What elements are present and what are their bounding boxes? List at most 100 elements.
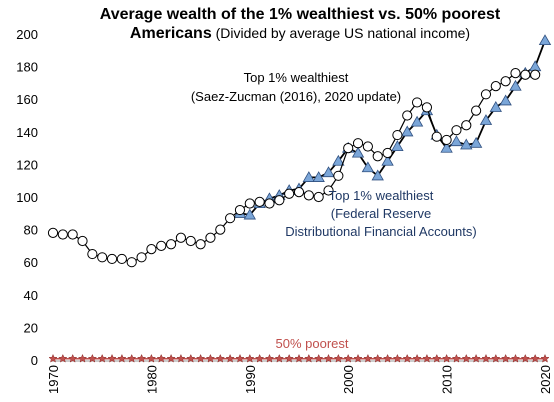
data-point-saez-zucman bbox=[480, 89, 492, 100]
data-point-saez-zucman bbox=[274, 195, 285, 206]
y-tick-label: 0 bbox=[31, 353, 38, 368]
data-point-saez-zucman bbox=[293, 187, 305, 198]
data-point-federal-reserve bbox=[302, 171, 316, 182]
y-tick-label: 160 bbox=[16, 92, 38, 107]
data-point-50-poorest bbox=[117, 353, 127, 363]
data-point-50-poorest bbox=[58, 353, 68, 363]
data-point-50-poorest bbox=[97, 353, 107, 363]
chart-title-line-2-normal: (Divided by average US national income) bbox=[212, 25, 470, 41]
series-label-50-poorest: 50% poorest bbox=[276, 336, 349, 351]
data-point-saez-zucman bbox=[185, 235, 196, 247]
x-tick-label: 2000 bbox=[341, 365, 356, 394]
data-point-50-poorest bbox=[205, 353, 216, 363]
data-point-saez-zucman bbox=[461, 120, 472, 131]
data-point-saez-zucman bbox=[106, 253, 118, 265]
data-point-saez-zucman bbox=[471, 105, 482, 116]
y-tick-label: 140 bbox=[16, 125, 38, 140]
data-point-50-poorest bbox=[68, 353, 78, 363]
data-point-50-poorest bbox=[412, 353, 422, 363]
data-point-50-poorest bbox=[186, 353, 196, 363]
data-point-saez-zucman bbox=[500, 76, 511, 87]
data-point-federal-reserve bbox=[489, 101, 502, 112]
x-tick-label: 2010 bbox=[440, 365, 455, 394]
series-label-saez-zucman: Top 1% wealthiest bbox=[244, 70, 349, 85]
data-point-saez-zucman bbox=[165, 239, 177, 250]
data-point-saez-zucman bbox=[490, 81, 501, 92]
data-point-50-poorest bbox=[441, 353, 452, 363]
x-tick-label: 1980 bbox=[144, 365, 159, 394]
data-point-50-poorest bbox=[136, 353, 147, 363]
chart-title-line-2: Americans (Divided by average US nationa… bbox=[130, 25, 470, 42]
data-point-saez-zucman bbox=[136, 252, 147, 263]
data-point-federal-reserve bbox=[479, 114, 493, 125]
data-point-saez-zucman bbox=[87, 248, 98, 260]
data-point-50-poorest bbox=[461, 353, 471, 363]
data-point-50-poorest bbox=[392, 353, 403, 363]
x-tick-label: 1970 bbox=[46, 365, 61, 394]
data-point-saez-zucman bbox=[47, 227, 59, 238]
data-point-saez-zucman bbox=[205, 232, 216, 243]
data-point-saez-zucman bbox=[77, 235, 88, 247]
data-point-saez-zucman bbox=[372, 151, 383, 162]
data-point-50-poorest bbox=[520, 353, 530, 363]
y-tick-label: 200 bbox=[16, 27, 38, 42]
data-point-federal-reserve bbox=[332, 154, 345, 166]
data-point-saez-zucman bbox=[195, 239, 206, 250]
data-point-saez-zucman bbox=[303, 190, 314, 201]
data-point-saez-zucman bbox=[215, 224, 226, 235]
data-point-saez-zucman bbox=[411, 97, 423, 108]
data-point-50-poorest bbox=[481, 353, 491, 363]
data-point-federal-reserve bbox=[361, 161, 375, 173]
y-tick-label: 80 bbox=[24, 223, 38, 238]
data-point-saez-zucman bbox=[264, 198, 275, 209]
data-point-saez-zucman bbox=[323, 185, 334, 196]
data-point-saez-zucman bbox=[402, 110, 413, 121]
data-point-50-poorest bbox=[294, 353, 304, 363]
data-point-50-poorest bbox=[432, 353, 442, 363]
data-point-federal-reserve bbox=[410, 115, 424, 127]
data-point-50-poorest bbox=[491, 353, 501, 363]
data-point-saez-zucman bbox=[382, 147, 393, 159]
data-point-50-poorest bbox=[304, 353, 314, 363]
data-point-50-poorest bbox=[107, 353, 117, 363]
data-point-50-poorest bbox=[176, 353, 186, 363]
data-point-50-poorest bbox=[382, 353, 393, 363]
data-point-50-poorest bbox=[323, 353, 334, 363]
data-point-saez-zucman bbox=[343, 143, 354, 154]
data-point-saez-zucman bbox=[510, 68, 521, 79]
data-point-federal-reserve bbox=[499, 94, 512, 106]
data-point-saez-zucman bbox=[146, 244, 157, 255]
data-point-50-poorest bbox=[422, 353, 432, 363]
data-point-saez-zucman bbox=[116, 253, 127, 265]
data-point-federal-reserve bbox=[243, 208, 256, 220]
y-tick-label: 180 bbox=[16, 60, 38, 75]
data-point-federal-reserve bbox=[450, 135, 463, 147]
data-point-saez-zucman bbox=[67, 229, 78, 240]
data-point-saez-zucman bbox=[234, 204, 246, 216]
data-point-saez-zucman bbox=[57, 229, 68, 240]
chart-title-line-2-bold: Americans bbox=[130, 25, 212, 42]
y-tick-label: 20 bbox=[24, 320, 38, 335]
data-point-saez-zucman bbox=[175, 232, 187, 243]
series-label-saez-zucman: (Saez-Zucman (2016), 2020 update) bbox=[191, 89, 401, 104]
data-point-50-poorest bbox=[127, 353, 137, 363]
data-point-50-poorest bbox=[195, 353, 206, 363]
data-point-50-poorest bbox=[87, 353, 98, 363]
data-point-federal-reserve bbox=[351, 146, 365, 158]
data-point-50-poorest bbox=[264, 353, 275, 363]
data-point-50-poorest bbox=[245, 353, 255, 363]
data-point-50-poorest bbox=[363, 353, 373, 363]
data-point-federal-reserve bbox=[528, 60, 542, 72]
data-point-saez-zucman bbox=[451, 125, 462, 136]
data-point-50-poorest bbox=[166, 353, 176, 363]
data-point-saez-zucman bbox=[225, 213, 236, 224]
data-point-federal-reserve bbox=[401, 125, 414, 137]
data-point-50-poorest bbox=[156, 353, 166, 363]
y-tick-label: 120 bbox=[16, 157, 38, 172]
data-point-50-poorest bbox=[402, 353, 412, 363]
data-point-50-poorest bbox=[284, 353, 294, 363]
data-point-saez-zucman bbox=[421, 102, 433, 113]
data-point-saez-zucman bbox=[352, 138, 364, 149]
data-point-federal-reserve bbox=[509, 79, 522, 91]
